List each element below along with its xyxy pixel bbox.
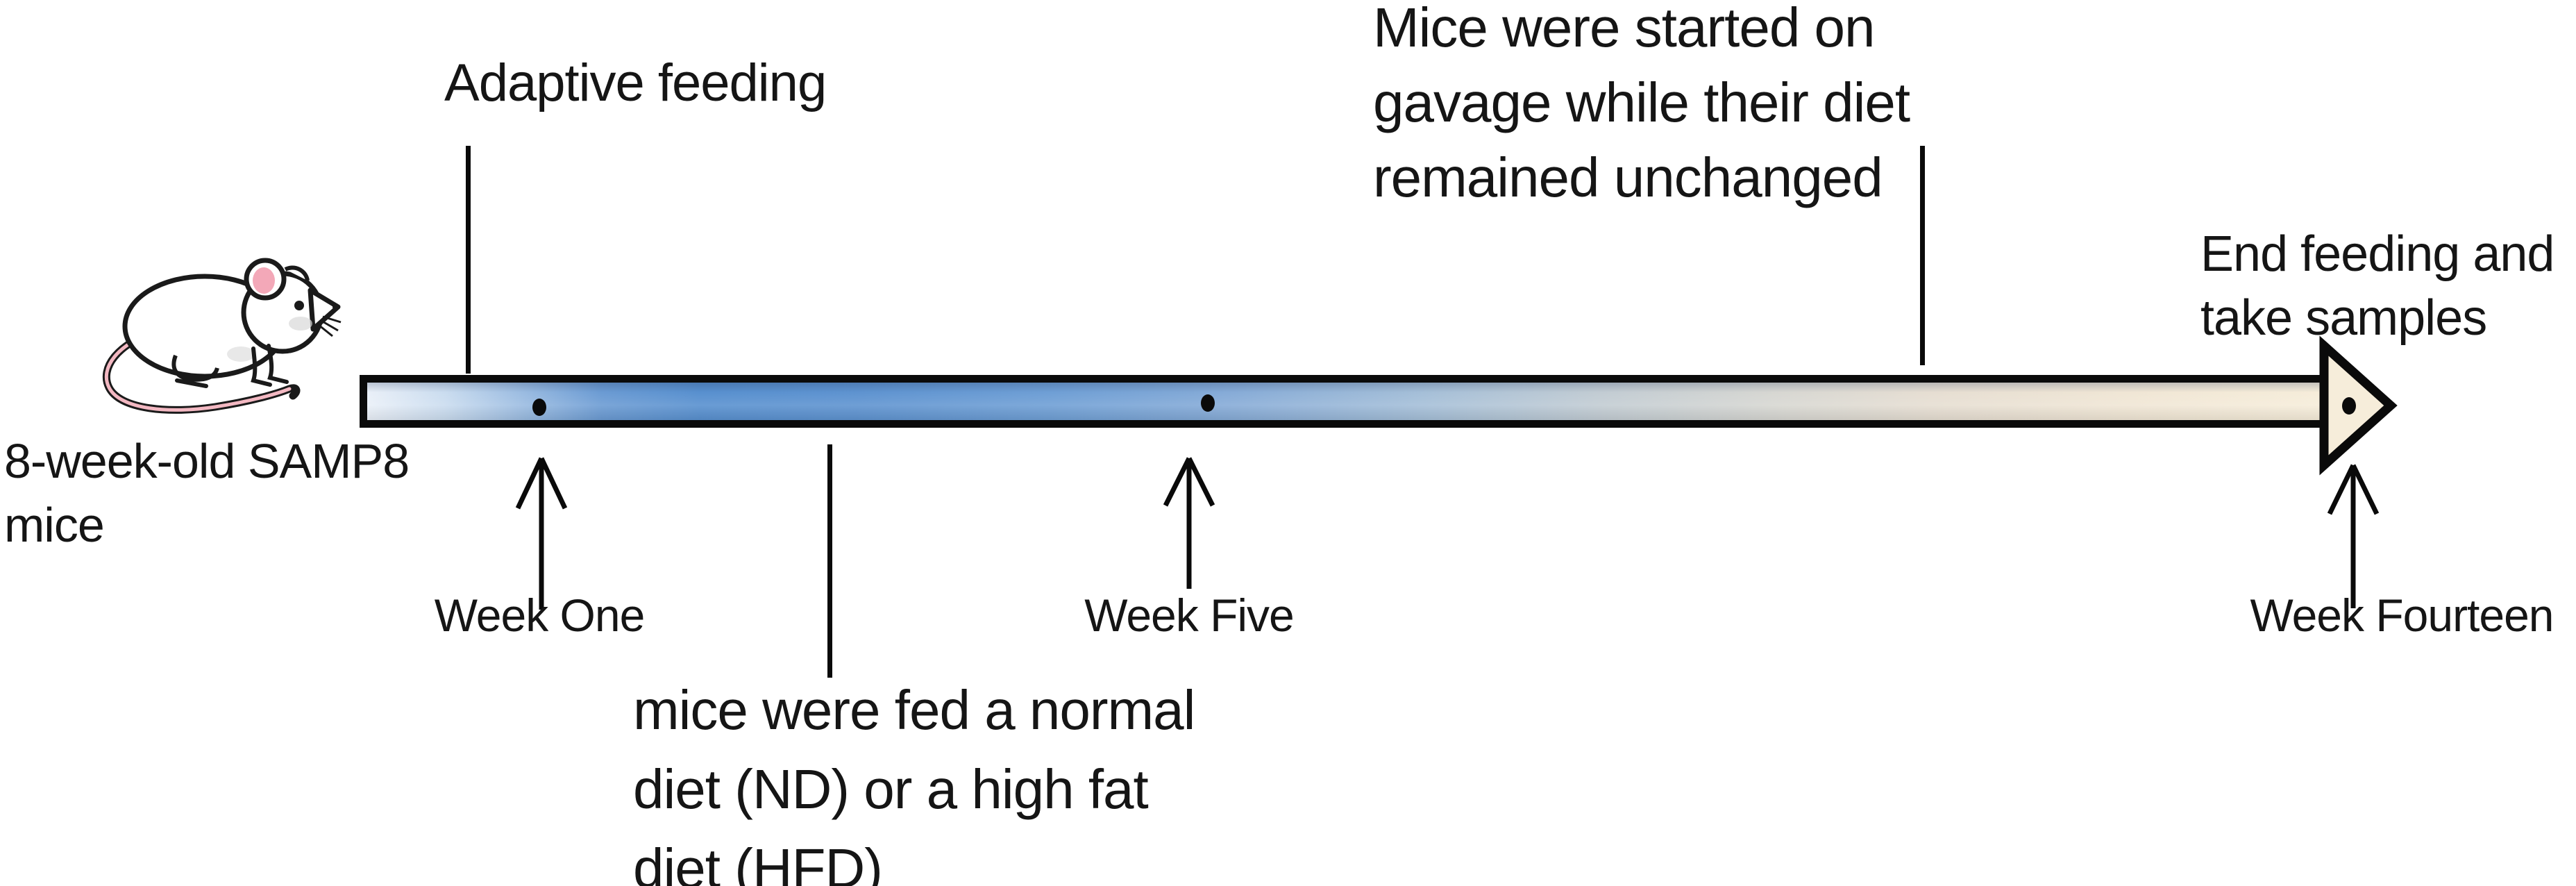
- mouse-nose: [332, 303, 339, 310]
- mouse-ear-inner-pink: [253, 267, 275, 294]
- gavage-connector-line: [1920, 146, 1925, 365]
- timeline-dot-week-one: [532, 399, 546, 416]
- mouse-hind-foot: [175, 378, 208, 388]
- diet-label: mice were fed a normal diet (ND) or a hi…: [633, 679, 1195, 886]
- mouse-far-ear: [284, 265, 310, 281]
- mouse-front-leg-2: [251, 346, 272, 387]
- week-one-arrow-icon: [515, 457, 568, 610]
- mouse-shoulder-shading: [227, 346, 255, 362]
- timeline-dot-week-fourteen: [2342, 397, 2356, 415]
- diet-connector-line: [827, 444, 832, 678]
- mouse-cheek-shading: [289, 317, 312, 331]
- timeline-dot-week-five: [1201, 394, 1215, 412]
- timeline-bar: [360, 375, 2330, 428]
- mouse-front-leg-1: [267, 344, 289, 384]
- week-fourteen-arrow-icon: [2327, 464, 2380, 608]
- timeline-arrowhead-icon: [2319, 335, 2398, 476]
- mouse-hind-leg: [171, 354, 219, 382]
- week-fourteen-label: Week Fourteen: [2250, 590, 2554, 641]
- subject-mice-label: 8-week-old SAMP8 mice: [4, 434, 410, 552]
- week-one-label: Week One: [434, 590, 646, 641]
- adaptive-feeding-label: Adaptive feeding: [444, 53, 827, 112]
- mouse-whiskers: [318, 315, 342, 337]
- adaptive-feeding-connector-line: [466, 146, 471, 374]
- mouse-tail-pink: [104, 330, 292, 412]
- week-five-label: Week Five: [1084, 590, 1295, 641]
- gavage-label: Mice were started on gavage while their …: [1373, 0, 1910, 208]
- week-five-arrow-icon: [1163, 457, 1215, 589]
- end-feeding-label: End feeding and take samples: [2200, 226, 2554, 346]
- mouse-icon: [102, 258, 342, 414]
- mouse-eye: [294, 301, 304, 310]
